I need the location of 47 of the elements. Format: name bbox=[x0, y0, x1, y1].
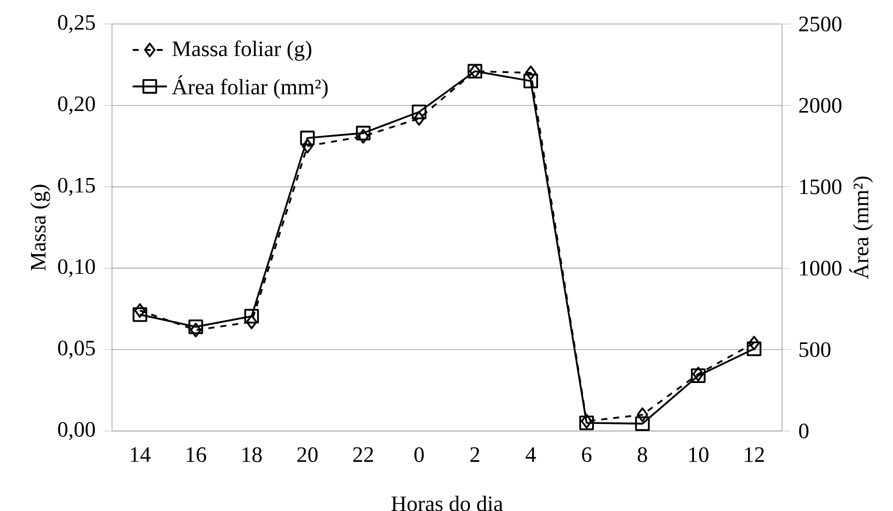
y2-tick-label: 2500 bbox=[799, 16, 842, 32]
point bbox=[636, 407, 648, 422]
point bbox=[413, 111, 425, 126]
point bbox=[356, 126, 371, 140]
y-tick-label: 0,25 bbox=[58, 15, 95, 34]
x-tick-label: 6 bbox=[582, 447, 592, 462]
point bbox=[748, 336, 760, 350]
point bbox=[190, 322, 202, 338]
y-tick-label: 0,15 bbox=[58, 178, 95, 196]
point bbox=[358, 129, 369, 144]
legend-label: Massa foliar (g) bbox=[172, 40, 312, 61]
x-tick-label: 22 bbox=[353, 447, 374, 462]
point bbox=[132, 307, 148, 322]
point bbox=[302, 138, 314, 154]
x-tick-label: 8 bbox=[638, 447, 648, 462]
y-tick-label: 0,05 bbox=[58, 340, 95, 359]
point bbox=[746, 341, 762, 356]
y-axis-title: Massa (g) bbox=[30, 184, 50, 271]
point bbox=[134, 303, 146, 318]
point bbox=[300, 130, 315, 146]
y2-tick-label: 1500 bbox=[800, 179, 842, 194]
y2-tick-label: 0 bbox=[799, 424, 808, 438]
point bbox=[188, 320, 204, 334]
point bbox=[523, 74, 538, 88]
x-tick-label: 12 bbox=[745, 447, 764, 462]
x-tick-label: 18 bbox=[242, 447, 262, 462]
point bbox=[412, 104, 426, 120]
y-tick-label: 0,00 bbox=[58, 422, 95, 440]
y2-tick-label: 1000 bbox=[800, 260, 842, 276]
point bbox=[244, 308, 259, 324]
y2-tick-label: 500 bbox=[800, 342, 830, 358]
x-tick-label: 14 bbox=[130, 447, 151, 462]
point bbox=[246, 314, 258, 330]
x-axis-title: Horas do dia bbox=[391, 496, 503, 511]
x-tick-label: 20 bbox=[297, 447, 318, 462]
y2-axis-title: Área (mm²) bbox=[849, 176, 873, 280]
point bbox=[525, 66, 536, 80]
point bbox=[635, 416, 650, 431]
x-tick-label: 4 bbox=[526, 447, 536, 462]
x-tick-label: 2 bbox=[470, 447, 480, 462]
y2-tick-label: 2000 bbox=[799, 98, 842, 113]
x-tick-label: 10 bbox=[689, 447, 708, 462]
x-tick-label: 16 bbox=[186, 447, 206, 462]
legend-label: Área foliar (mm²) bbox=[172, 75, 328, 99]
y-tick-label: 0,10 bbox=[58, 259, 95, 278]
x-tick-label: 0 bbox=[414, 447, 424, 462]
y-tick-label: 0,20 bbox=[58, 96, 95, 114]
